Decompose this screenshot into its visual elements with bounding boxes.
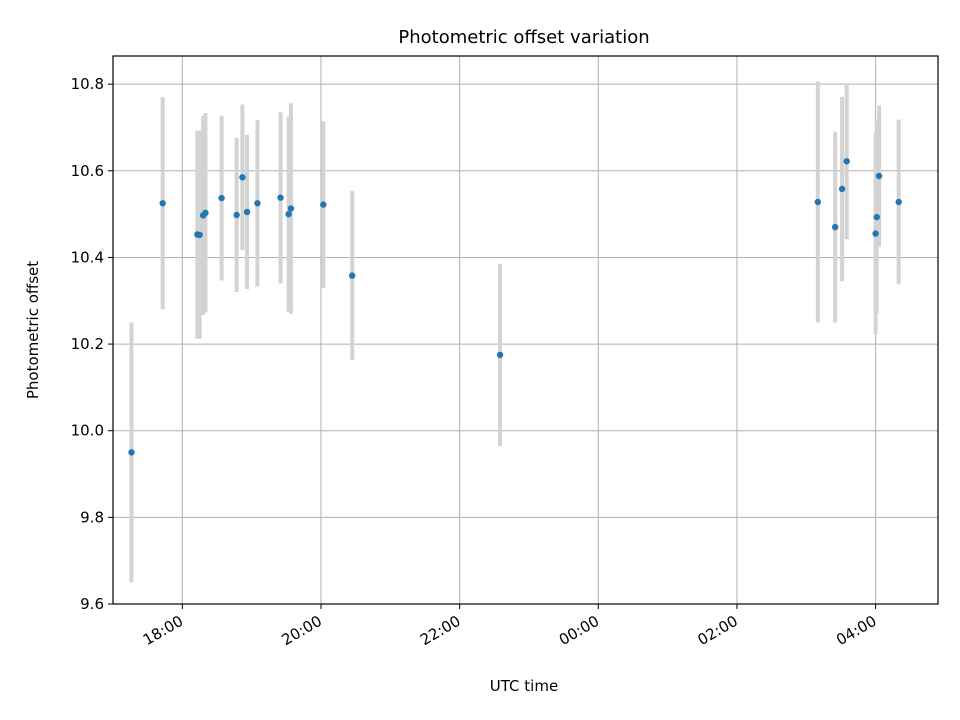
data-point: [277, 194, 284, 201]
data-point: [843, 158, 850, 165]
x-axis-label: UTC time: [490, 677, 558, 695]
data-point: [320, 201, 327, 208]
data-point: [233, 211, 240, 219]
axes-frame: [112, 55, 939, 605]
data-point: [285, 210, 292, 218]
data-point: [196, 231, 203, 239]
x-tick-label: 04:00: [833, 612, 879, 649]
data-point: [895, 198, 902, 206]
y-axis-label: Photometric offset: [24, 261, 42, 399]
y-tick-label: 10.8: [71, 75, 104, 93]
x-tick-label: 02:00: [695, 612, 741, 649]
data-point: [873, 213, 880, 221]
data-point: [872, 230, 879, 237]
x-tick-label: 22:00: [417, 612, 463, 649]
data-point: [128, 449, 135, 456]
x-tick-label: 18:00: [140, 612, 186, 649]
data-point: [239, 174, 246, 181]
plot-area: 18:00 20:00 22:00 00:00 02:00 04:00 9.6 9.8 10.0…: [71, 55, 939, 649]
data-point: [831, 223, 839, 231]
data-point: [243, 208, 251, 216]
y-tick-label: 10.0: [71, 422, 104, 440]
data-point: [496, 351, 504, 359]
y-tick-label: 10.4: [71, 248, 104, 266]
x-tick-label: 00:00: [556, 612, 602, 649]
y-tick-label: 9.6: [80, 595, 104, 613]
plot-background: [113, 56, 938, 604]
data-point: [814, 198, 822, 206]
data-point: [254, 200, 261, 207]
data-point: [287, 205, 295, 212]
data-point: [875, 172, 883, 180]
y-tick-label: 10.2: [71, 335, 104, 353]
x-tick-label: 20:00: [279, 612, 325, 649]
data-point: [838, 185, 846, 193]
chart-title: Photometric offset variation: [398, 27, 649, 48]
y-tick-label: 9.8: [80, 508, 104, 526]
y-tick-label: 10.6: [71, 162, 104, 180]
data-point: [202, 209, 209, 217]
data-point: [218, 194, 225, 202]
data-point: [159, 200, 166, 207]
data-point: [348, 272, 356, 279]
